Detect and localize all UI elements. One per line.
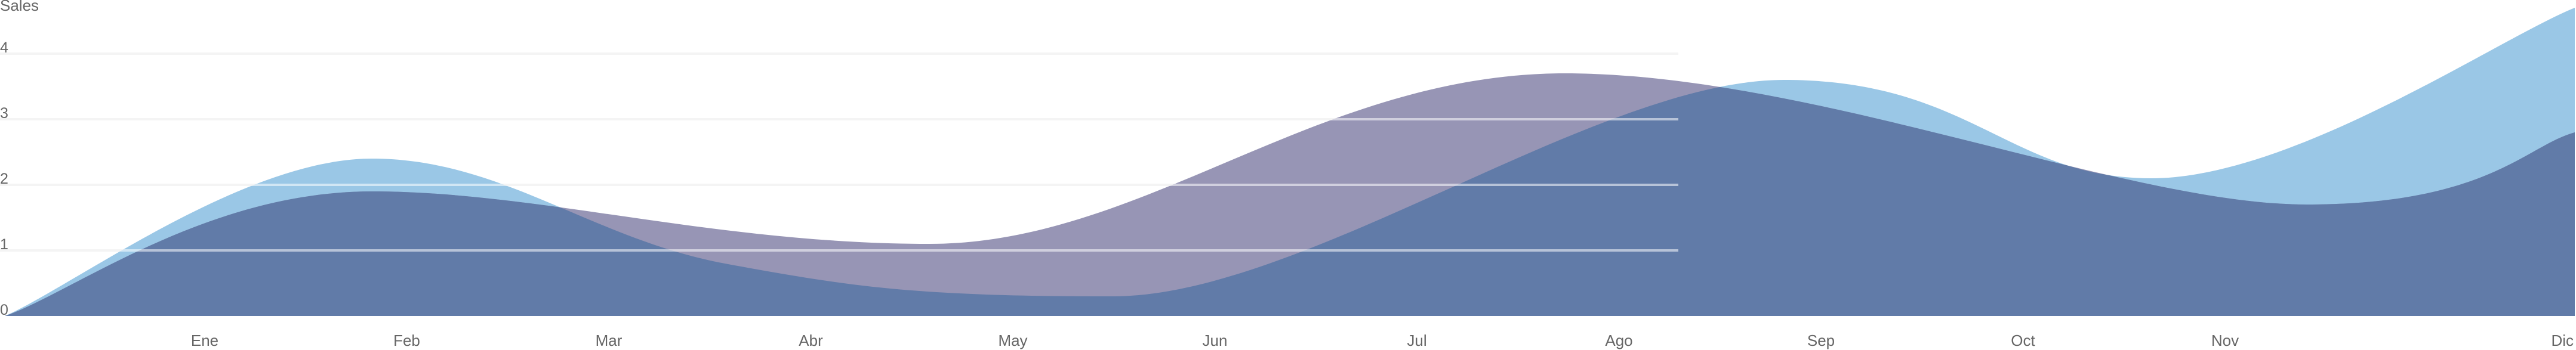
x-tick-label: Abr (799, 332, 823, 349)
x-tick-label: Dic (2551, 332, 2574, 349)
y-axis-title: Sales (0, 0, 39, 14)
y-axis-ticks: 0 1 2 3 4 (0, 39, 8, 318)
x-tick-label: Jun (1203, 332, 1228, 349)
x-tick-label: Ago (1605, 332, 1632, 349)
x-tick-label: Nov (2211, 332, 2239, 349)
x-tick-label: Mar (596, 332, 623, 349)
y-tick-label: 4 (0, 39, 8, 56)
y-tick-label: 3 (0, 105, 8, 122)
x-tick-label: Feb (393, 332, 420, 349)
y-tick-label: 2 (0, 171, 8, 187)
x-tick-label: Sep (1807, 332, 1835, 349)
y-tick-label: 1 (0, 236, 8, 253)
gridlines-overlay (0, 52, 1678, 252)
x-tick-label: May (998, 332, 1027, 349)
x-tick-label: Jul (1407, 332, 1426, 349)
x-tick-label: Ene (191, 332, 218, 349)
area-series (5, 8, 2575, 316)
y-tick-label: 0 (0, 302, 8, 318)
x-tick-label: Oct (2011, 332, 2035, 349)
x-axis-ticks: Ene Feb Mar Abr May Jun Jul Ago Sep Oct Nov Dic (191, 332, 2574, 349)
